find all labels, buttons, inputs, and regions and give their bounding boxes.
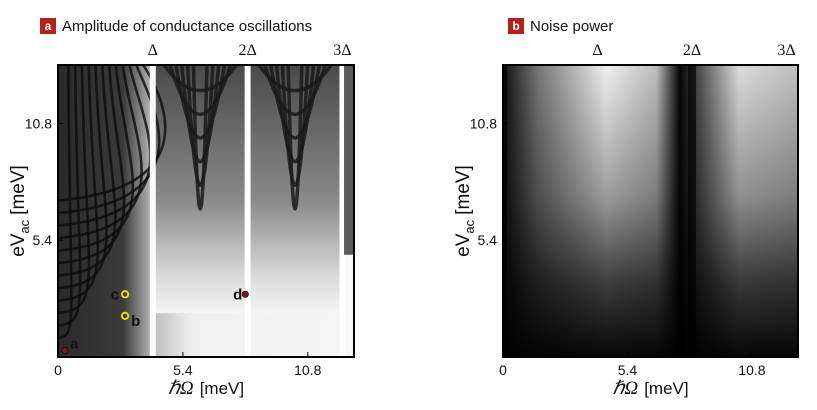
point-marker-a (61, 347, 69, 355)
oscillation-fringe (185, 65, 215, 187)
origin-fringe (58, 65, 82, 327)
panel-a-letter: a (40, 18, 56, 34)
oscillation-lobe (249, 65, 341, 314)
heatmap-area (58, 65, 354, 357)
y-tick-label: 5.4 (478, 232, 498, 248)
point-marker-b (120, 311, 130, 321)
x-tick-label: 5.4 (173, 362, 193, 378)
oscillation-fringe (162, 65, 238, 93)
plot-frame (57, 64, 355, 358)
y-axis-sub: ac (462, 219, 477, 233)
top-tick-label: 3Δ (333, 42, 351, 59)
dark-column (687, 65, 696, 357)
panel-b-header: b Noise power (508, 16, 613, 36)
chart-panel-b: 0 5.4 10.8 5.4 10.8 Δ 2Δ 3Δ ℏΩ [meV] eVac [meV] (453, 42, 799, 399)
top-tick-label: 2Δ (683, 42, 701, 59)
point-marker-c (120, 290, 130, 299)
origin-fringe (58, 65, 161, 215)
panel-a-title: Amplitude of conductance oscillations (62, 17, 313, 35)
x-axis-symbol: ℏΩ (612, 378, 638, 399)
plot-frame (502, 64, 799, 358)
x-tick-label: 5.4 (618, 362, 638, 378)
y-axis-main: eV (8, 233, 29, 257)
panel-a-header: a Amplitude of conductance oscillations (40, 16, 312, 36)
x-axis-label: ℏΩ [meV] (612, 378, 688, 399)
oscillation-fringe (191, 65, 209, 211)
oscillation-fringe (280, 65, 310, 187)
oscillation-fringe (263, 65, 327, 116)
heatmap-area (503, 65, 798, 357)
bright-line (244, 65, 251, 357)
x-tick-label: 0 (54, 362, 62, 378)
edge-band (344, 65, 354, 255)
dark-column (503, 65, 507, 357)
bright-line (149, 65, 156, 357)
top-tick-label: Δ (592, 42, 602, 59)
bright-line (339, 65, 346, 357)
oscillation-fringe (274, 65, 316, 163)
y-axis-unit: [meV] (8, 165, 29, 215)
x-axis-symbol: ℏΩ (168, 378, 194, 399)
origin-fringe (58, 65, 167, 202)
y-axis-main: eV (453, 233, 474, 257)
point-label-d: d (233, 286, 242, 303)
oscillation-lobe (155, 65, 246, 314)
top-tick-label: 3Δ (777, 42, 795, 59)
y-tick-label: 10.8 (470, 115, 497, 131)
oscillation-fringe (168, 65, 233, 116)
x-tick-label: 10.8 (738, 362, 765, 378)
y-tick-label: 5.4 (33, 232, 53, 248)
x-tick-label: 10.8 (294, 362, 321, 378)
oscillation-fringe (257, 65, 333, 93)
oscillation-fringe (286, 65, 304, 211)
x-tick-label: 0 (499, 362, 507, 378)
chart-panel-a: 0 5.4 10.8 5.4 10.8 Δ 2Δ 3Δ ℏΩ [meV] eVac [meV] a bc d (8, 42, 355, 399)
x-axis-unit: [meV] (644, 379, 688, 398)
panel-b-letter: b (508, 18, 524, 34)
x-axis-label: ℏΩ [meV] (168, 378, 244, 399)
point-label-b: b (131, 313, 140, 330)
top-tick-label: 2Δ (238, 42, 256, 59)
origin-fringe (58, 65, 99, 302)
y-axis-label: eVac [meV] (453, 165, 477, 257)
heatmap-shading (503, 65, 798, 357)
oscillation-fringe (179, 65, 221, 163)
point-label-a: a (70, 336, 79, 353)
y-axis-label: eVac [meV] (8, 165, 32, 257)
point-label-c: c (111, 286, 119, 303)
origin-fringe (58, 65, 108, 290)
x-axis-unit: [meV] (200, 379, 244, 398)
point-marker-d (241, 290, 249, 298)
y-tick-label: 10.8 (25, 115, 52, 131)
y-axis-sub: ac (17, 219, 32, 233)
panel-b-title: Noise power (530, 17, 614, 35)
origin-fringe (58, 65, 91, 315)
top-tick-label: Δ (148, 42, 158, 59)
y-axis-unit: [meV] (453, 165, 474, 215)
